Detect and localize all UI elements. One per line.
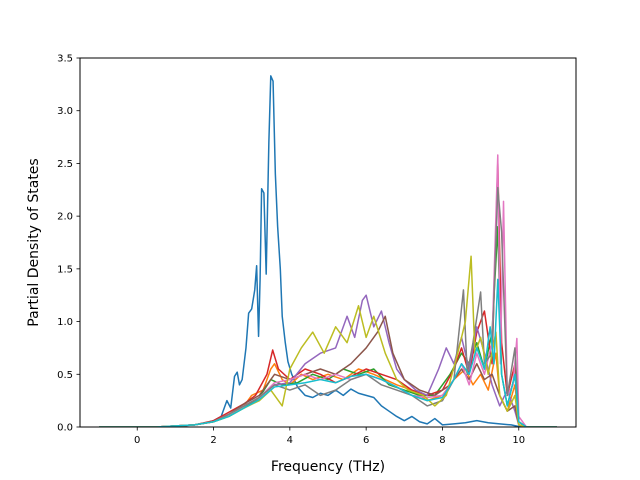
y-tick-label: 2.5: [57, 159, 73, 170]
x-tick-label: 10: [512, 435, 525, 446]
x-axis-label: Frequency (THz): [271, 459, 385, 475]
y-tick-label: 1.5: [57, 264, 73, 275]
y-axis-ticks: 0.0 0.5 1.0 1.5 2.0 2.5 3.0 3.5: [57, 54, 80, 434]
x-axis-ticks: 0 2 4 6 8 10: [134, 427, 525, 446]
x-tick-label: 2: [210, 435, 216, 446]
y-axis-label: Partial Density of States: [26, 158, 42, 326]
series-layer: [99, 75, 557, 427]
y-tick-label: 0.0: [57, 423, 73, 434]
x-tick-label: 4: [287, 435, 293, 446]
y-tick-label: 3.0: [57, 106, 73, 117]
x-tick-label: 8: [439, 435, 445, 446]
series-line-2: [99, 352, 557, 427]
y-tick-label: 2.0: [57, 212, 73, 223]
plot-frame: [79, 57, 577, 428]
y-tick-label: 0.5: [57, 370, 73, 381]
x-tick-label: 0: [134, 435, 140, 446]
series-line-1: [99, 75, 557, 427]
series-line-6: [99, 315, 557, 427]
x-tick-label: 6: [363, 435, 369, 446]
series-line-10: [99, 278, 557, 427]
y-tick-label: 3.5: [57, 54, 73, 65]
y-tick-label: 1.0: [57, 317, 73, 328]
